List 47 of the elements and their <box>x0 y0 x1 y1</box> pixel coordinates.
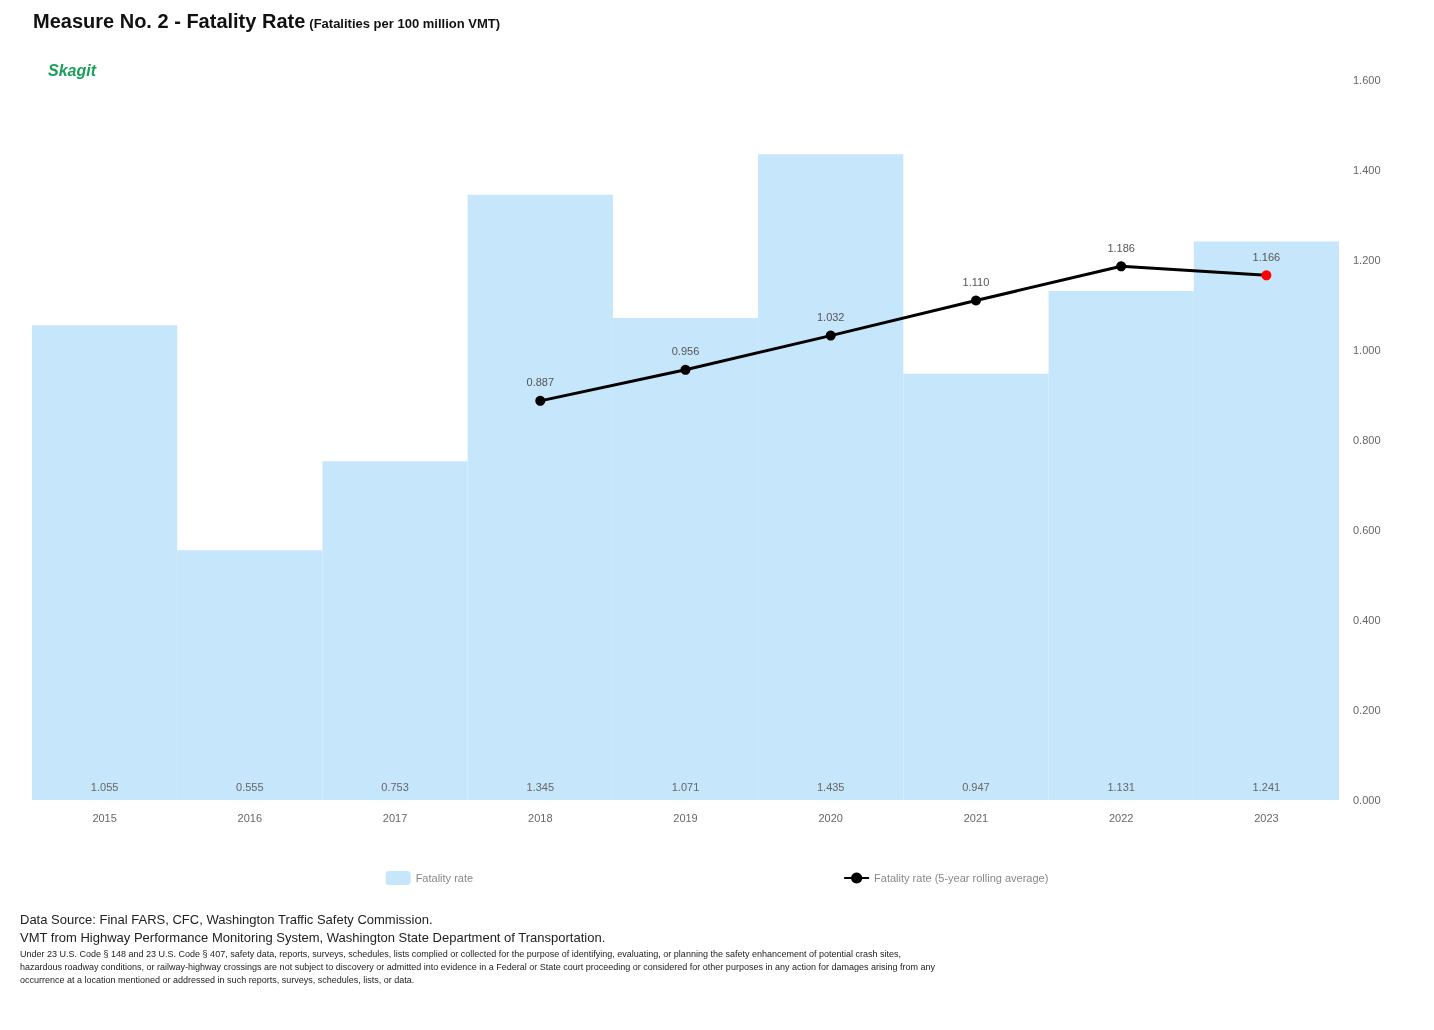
point <box>1261 270 1272 281</box>
x-tick-label: 2015 <box>92 811 117 824</box>
data-label: 0.887 <box>526 376 555 389</box>
source-note: Data Source: Final FARS, CFC, Washington Traffic Safety Commission. <box>20 912 434 927</box>
text: Skagit <box>48 62 97 80</box>
data-label: 0.956 <box>671 345 700 358</box>
x-tick-label: 2023 <box>1254 811 1279 824</box>
y-tick-label: 1.000 <box>1353 344 1381 356</box>
data-label: 1.186 <box>1107 241 1135 254</box>
data-label: 0.555 <box>236 780 264 793</box>
x-tick-label: 2021 <box>963 811 989 824</box>
x-tick-label: 2022 <box>1108 811 1134 824</box>
chart-title: Measure No. 2 - Fatality Rate <box>33 10 306 32</box>
text: VMT from Highway Performance Monitoring System, Washington State Department of Transportation. <box>20 930 607 945</box>
y-tick-label: 0.800 <box>1353 434 1381 446</box>
point <box>1116 261 1127 272</box>
x-tick-label: 2020 <box>818 811 843 824</box>
y-tick-label: 0.400 <box>1353 614 1381 626</box>
x-tick-label: 2019 <box>673 811 698 824</box>
x-tick-label: 2018 <box>528 811 553 824</box>
point <box>970 295 981 306</box>
data-label: 1.241 <box>1252 780 1281 793</box>
data-label: 0.947 <box>962 780 990 793</box>
data-label: 1.345 <box>526 780 555 793</box>
data-label: 1.055 <box>90 780 119 793</box>
point <box>825 330 836 341</box>
data-label: 1.032 <box>816 311 845 324</box>
point <box>680 364 691 375</box>
y-tick-label: 1.600 <box>1353 74 1381 86</box>
legend-label: Fatality rate <box>415 872 474 884</box>
y-tick-label: 0.000 <box>1353 794 1381 806</box>
point <box>535 395 546 406</box>
data-label: 1.166 <box>1252 250 1281 263</box>
y-tick-label: 1.400 <box>1353 164 1381 176</box>
data-label: 0.753 <box>381 780 409 793</box>
x-tick-label: 2016 <box>237 811 263 824</box>
x-tick-label: 2017 <box>382 811 408 824</box>
y-tick-label: 0.600 <box>1353 524 1381 536</box>
data-label: 1.435 <box>816 780 845 793</box>
data-label: 1.131 <box>1107 780 1135 793</box>
chart-subtitle: (Fatalities per 100 million VMT) <box>309 16 501 31</box>
y-tick-label: 0.200 <box>1353 704 1381 716</box>
text: Under 23 U.S. Code § 148 and 23 U.S. Code § 407, safety data, reports, surveys, schedules, lists complied or collected for the purpose of identifying, evaluating, or planning the safety enhancement of potential crash sites, hazardous roadway conditions, or railway-highway crossings are not subject to discovery or admitted into evidence in a Federal or State court proceeding or considered for other purposes in any action for damages arising from any occurrence at a location mentioned or addressed in such reports, surveys, schedules, lists, or data. <box>20 948 936 987</box>
data-label: 1.110 <box>962 276 990 288</box>
data-label: 1.071 <box>671 780 700 793</box>
y-tick-label: 1.200 <box>1353 254 1381 266</box>
legend-label: Fatality rate (5-year rolling average) <box>874 872 1049 884</box>
